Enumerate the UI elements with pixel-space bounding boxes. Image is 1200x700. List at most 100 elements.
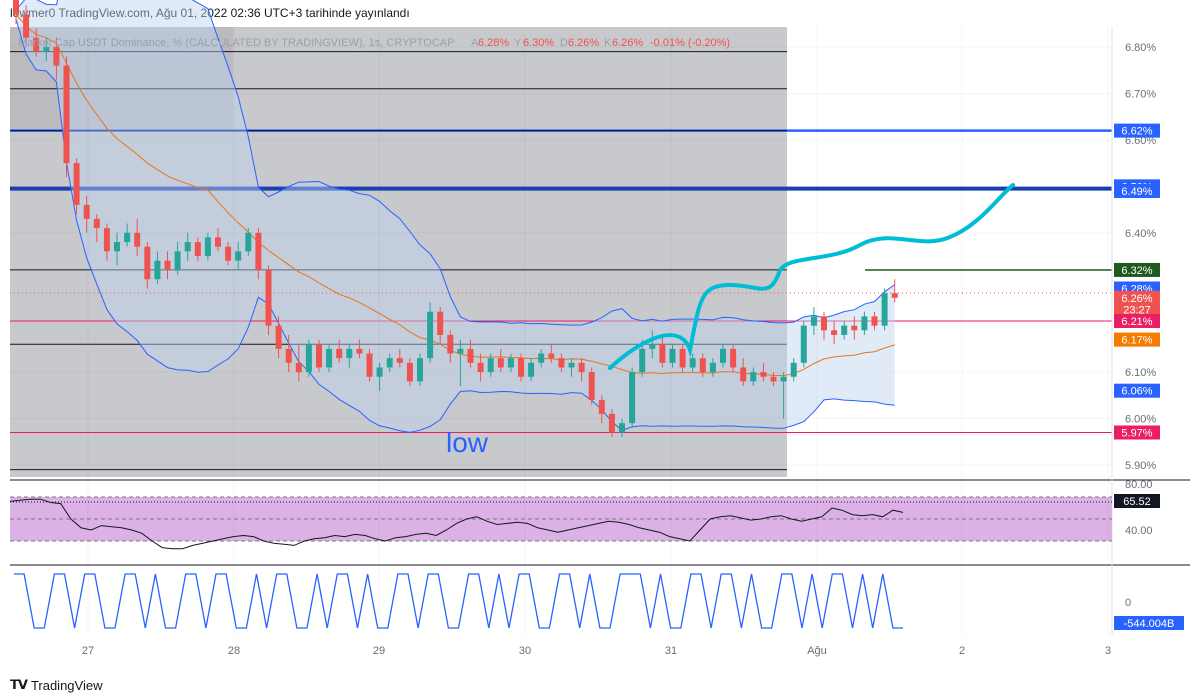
- candle-body: [730, 348, 737, 368]
- candle-body: [427, 311, 434, 359]
- candle-body: [780, 376, 787, 382]
- price-tag-label: 6.17%: [1121, 335, 1152, 347]
- candle-body: [790, 362, 797, 377]
- rsi-value-tag: [1114, 494, 1160, 508]
- candle-body: [114, 242, 120, 252]
- candle-body: [406, 362, 413, 382]
- candle-body: [881, 293, 888, 326]
- tradingview-logo-icon: 𝗧𝗩: [10, 677, 28, 692]
- price-tag: [1114, 262, 1160, 277]
- candle-body: [174, 251, 181, 270]
- candle-body: [598, 399, 605, 414]
- candle-body: [144, 246, 151, 280]
- price-axis[interactable]: 6.80%6.70%6.60%6.50%6.40%6.10%6.00%5.90%: [1125, 42, 1156, 472]
- rsi-pane[interactable]: [9, 496, 1112, 550]
- candle-body: [619, 423, 625, 433]
- candle-body: [215, 237, 221, 247]
- price-tag-label: 5.97%: [1121, 427, 1152, 439]
- price-tick-label: 6.10%: [1125, 367, 1156, 379]
- time-tick-label: Ağu: [807, 645, 827, 657]
- legend-symbol: Market Cap USDT Dominance, % (CALCULATED…: [18, 37, 454, 49]
- rsi-band: [10, 497, 1112, 541]
- bollinger-fill: [16, 0, 895, 433]
- candle-body: [750, 372, 757, 382]
- footer: 𝗧𝗩 TradingView: [10, 677, 102, 693]
- candle-body: [851, 325, 858, 331]
- candle-body: [871, 316, 878, 326]
- candle-body: [43, 47, 50, 52]
- candle-body: [326, 348, 333, 368]
- candle-body: [316, 344, 322, 368]
- candle-body: [275, 325, 282, 349]
- price-tag-label: 6.26%: [1121, 293, 1152, 305]
- legend-h-label: Y: [514, 37, 522, 49]
- horizontal-lines: [10, 51, 1112, 471]
- candle-body: [720, 348, 726, 363]
- candle-body: [225, 246, 232, 261]
- price-tag: [1114, 123, 1160, 138]
- candle-body: [548, 353, 555, 359]
- main-pane[interactable]: low Market Cap USDT Dominance, % (CALCUL…: [10, 0, 1112, 477]
- price-tick-label: 6.60%: [1125, 135, 1156, 147]
- candle-body: [417, 358, 423, 382]
- candle-body: [103, 228, 110, 252]
- candle-body: [629, 372, 636, 424]
- candle-body: [386, 358, 393, 368]
- rsi-tick-label: 40.00: [1125, 525, 1153, 537]
- candle-body: [245, 232, 252, 252]
- candle-body: [821, 316, 827, 331]
- price-tick-label: 6.40%: [1125, 228, 1156, 240]
- candle-body: [376, 367, 383, 377]
- price-tag-label: 23:27: [1123, 304, 1151, 316]
- time-tick-label: 3: [1105, 645, 1111, 657]
- candle-body: [841, 325, 848, 335]
- candle-body: [649, 344, 656, 349]
- candle-body: [891, 293, 898, 298]
- oscillator-pane[interactable]: [14, 573, 903, 629]
- candle-body: [699, 358, 706, 373]
- legend: Market Cap USDT Dominance, % (CALCULATED…: [18, 37, 730, 49]
- price-tag: [1114, 302, 1160, 317]
- candle-body: [497, 358, 504, 368]
- candle-body: [487, 358, 494, 373]
- candle-body: [63, 65, 70, 164]
- legend-l-value: 6.26%: [568, 37, 599, 49]
- candle-body: [295, 362, 302, 373]
- time-tick-label: 31: [665, 645, 677, 657]
- candle-body: [366, 353, 373, 377]
- candle-body: [457, 348, 464, 354]
- candle-body: [396, 358, 403, 363]
- legend-change: -0.01% (-0.20%): [650, 37, 730, 49]
- price-tag-label: 6.49%: [1121, 186, 1152, 198]
- candle-body: [124, 232, 131, 243]
- candle-body: [13, 0, 19, 15]
- candle-body: [437, 311, 444, 335]
- candle-body: [204, 237, 211, 256]
- candle-body: [578, 362, 585, 373]
- time-tick-label: 30: [519, 645, 531, 657]
- oscillator-value-tag: [1114, 616, 1184, 630]
- time-tick-label: 2: [959, 645, 965, 657]
- candle-body: [33, 37, 40, 52]
- price-tag: [1114, 183, 1160, 198]
- candle-body: [53, 47, 60, 66]
- price-tag-label: 6.62%: [1121, 126, 1152, 138]
- candle-body: [507, 358, 514, 368]
- rsi-value-label: 65.52: [1123, 496, 1151, 508]
- candle-body: [669, 348, 676, 363]
- candle-body: [194, 242, 201, 256]
- candles: [13, 0, 898, 438]
- candle-body: [528, 362, 535, 377]
- time-axis[interactable]: 27 28 29 30 31 Ağu 2 3: [82, 27, 1111, 657]
- candle-body: [477, 362, 484, 373]
- candle-body: [164, 260, 171, 270]
- candle-body: [265, 269, 272, 326]
- candle-body: [568, 362, 575, 368]
- candle-body: [679, 348, 686, 368]
- candle-body: [518, 358, 524, 377]
- time-tick-label: 29: [373, 645, 385, 657]
- legend-h-value: 6.30%: [523, 37, 554, 49]
- candle-body: [73, 163, 80, 205]
- legend-c-value: 6.26%: [612, 37, 643, 49]
